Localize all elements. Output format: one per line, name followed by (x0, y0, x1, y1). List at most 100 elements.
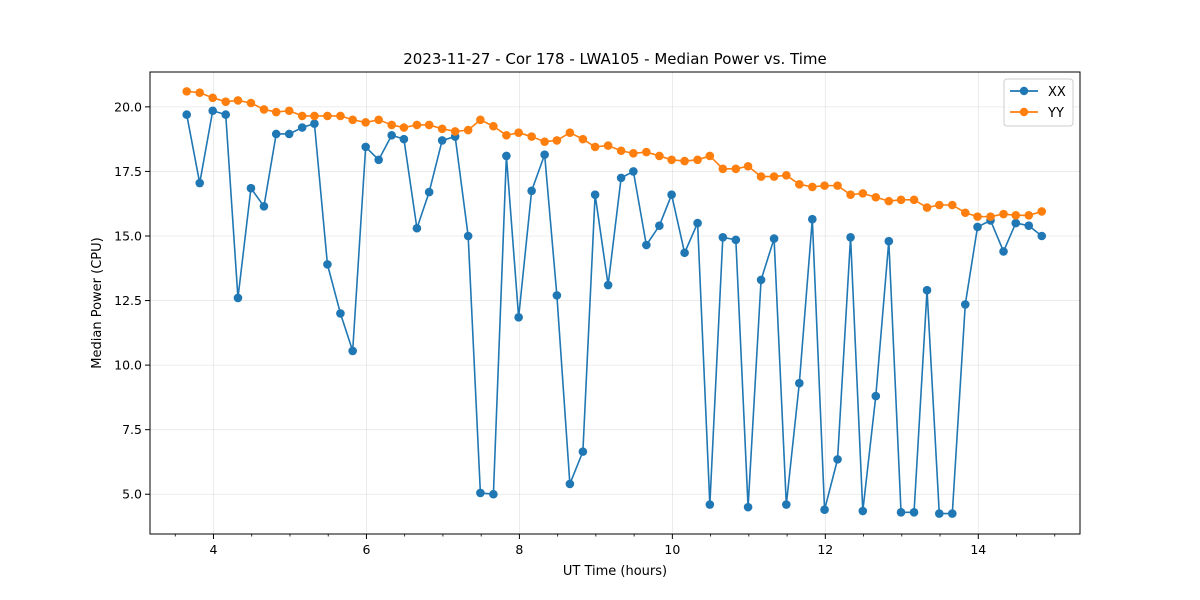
data-point-yy (284, 106, 294, 116)
data-point-yy (986, 212, 995, 221)
data-point-yy (374, 115, 383, 125)
data-point-yy (909, 195, 919, 205)
data-point-yy (1011, 211, 1021, 220)
data-point-yy (463, 125, 473, 135)
y-tick-label: 17.5 (114, 164, 142, 179)
data-point-xx (348, 346, 357, 356)
data-point-yy (348, 115, 357, 125)
data-point-xx (782, 500, 791, 509)
data-point-yy (731, 164, 741, 174)
data-point-yy (705, 151, 715, 161)
data-point-xx (463, 231, 473, 241)
data-point-yy (182, 87, 192, 96)
data-point-xx (489, 489, 498, 499)
data-point-yy (769, 172, 779, 181)
data-point-xx (336, 309, 345, 318)
data-point-yy (450, 127, 460, 136)
data-point-yy (424, 120, 434, 130)
series-yy (182, 87, 1047, 221)
y-tick-label: 7.5 (122, 422, 142, 437)
data-point-yy (527, 132, 536, 141)
data-point-xx (502, 151, 511, 161)
data-point-xx (655, 221, 664, 230)
data-point-yy (540, 137, 549, 147)
data-point-xx (323, 260, 332, 269)
data-point-xx (552, 291, 562, 300)
data-point-xx (221, 110, 231, 119)
data-point-yy (999, 209, 1008, 219)
data-point-xx (540, 150, 549, 159)
data-point-xx (590, 190, 600, 199)
legend-marker-xx (1019, 86, 1029, 96)
data-point-yy (680, 156, 689, 166)
data-point-yy (387, 120, 396, 130)
data-point-xx (399, 134, 409, 144)
data-point-yy (973, 212, 982, 221)
data-point-yy (297, 111, 307, 121)
data-point-xx (1024, 221, 1034, 230)
data-point-yy (603, 141, 613, 150)
data-point-xx (578, 447, 588, 456)
data-point-yy (246, 98, 256, 108)
data-point-yy (795, 180, 804, 189)
data-point-xx (846, 232, 855, 242)
data-point-xx (743, 502, 753, 512)
data-point-xx (514, 313, 523, 322)
data-point-xx (973, 222, 982, 232)
y-tick-label: 20.0 (114, 99, 142, 114)
data-point-yy (833, 181, 842, 190)
y-axis-label: Median Power (CPU) (90, 237, 105, 368)
data-point-yy (858, 189, 868, 198)
x-tick-label: 4 (210, 542, 218, 557)
data-point-yy (718, 164, 728, 174)
data-point-xx (756, 275, 766, 285)
data-point-xx (387, 130, 396, 140)
y-tick-label: 10.0 (114, 358, 142, 373)
data-point-xx (731, 235, 741, 245)
data-point-yy (884, 196, 894, 206)
data-point-xx (233, 293, 243, 303)
data-point-xx (705, 500, 715, 509)
data-point-xx (947, 509, 957, 518)
x-tick-label: 8 (515, 542, 523, 557)
data-point-xx (271, 129, 281, 139)
data-point-xx (858, 506, 868, 516)
data-point-yy (934, 200, 944, 210)
data-point-xx (284, 129, 294, 139)
data-point-yy (947, 200, 957, 210)
data-point-xx (808, 214, 817, 224)
data-point-xx (960, 300, 970, 309)
legend-marker-yy (1019, 107, 1029, 117)
data-point-xx (629, 167, 638, 176)
data-point-xx (437, 136, 447, 145)
data-point-xx (833, 455, 842, 464)
data-point-yy (323, 111, 332, 121)
data-point-yy (565, 128, 575, 137)
data-point-xx (896, 508, 906, 517)
data-point-xx (769, 234, 779, 243)
data-point-xx (361, 142, 370, 152)
data-point-yy (820, 181, 829, 190)
x-tick-label: 10 (664, 542, 680, 557)
y-tick-label: 15.0 (114, 228, 142, 243)
data-point-xx (246, 183, 256, 193)
data-point-xx (616, 173, 626, 183)
data-point-xx (527, 186, 536, 196)
data-point-yy (896, 195, 906, 205)
x-axis-label: UT Time (hours) (563, 564, 667, 579)
data-point-yy (476, 115, 485, 125)
data-point-xx (1037, 231, 1047, 241)
x-tick-label: 14 (970, 542, 986, 557)
data-point-yy (922, 203, 932, 212)
data-point-yy (552, 136, 562, 145)
data-point-xx (871, 391, 881, 401)
data-point-yy (629, 149, 638, 158)
legend-label-yy: YY (1047, 106, 1064, 121)
data-point-yy (642, 147, 651, 157)
data-point-yy (310, 111, 319, 121)
x-tick-label: 6 (362, 542, 370, 557)
data-point-xx (1011, 218, 1021, 228)
x-tick-label: 12 (817, 542, 833, 557)
